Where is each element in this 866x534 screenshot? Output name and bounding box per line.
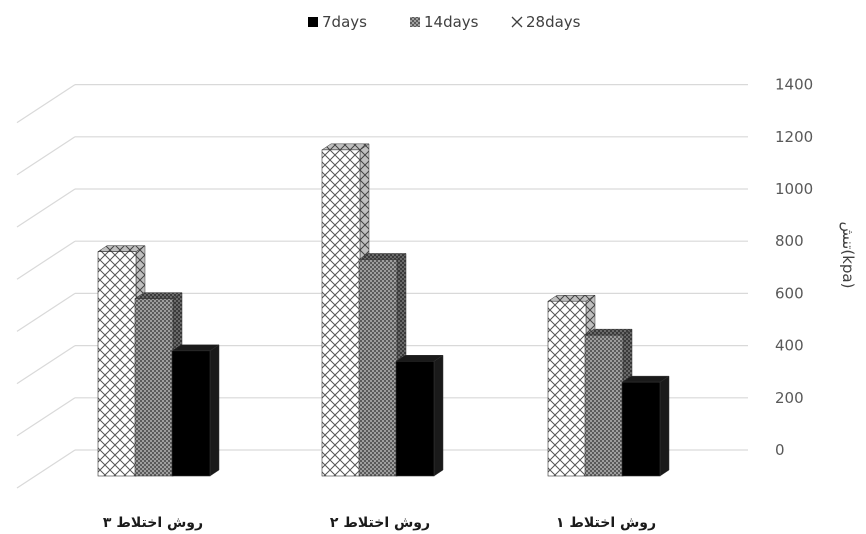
legend-item-14days: 14days — [410, 13, 479, 31]
gridline-depth — [16, 397, 76, 437]
bar-side — [659, 375, 670, 477]
bar-front — [171, 350, 211, 477]
bar-front — [547, 300, 587, 477]
bar-front — [358, 259, 398, 477]
bar-front — [321, 149, 361, 477]
legend-label-28days: 28days — [526, 13, 581, 31]
category-label: روش اختلاط ۲ — [330, 515, 430, 531]
bar-front — [134, 298, 174, 477]
gridline-depth — [16, 84, 76, 124]
y-tick-label: 600 — [775, 284, 804, 302]
gridline-depth — [16, 136, 76, 176]
legend-item-7days: 7days — [308, 13, 367, 31]
y-axis-ticks: 0 200 400 600 800 1000 1200 1400 — [775, 76, 813, 459]
y-tick-label: 1400 — [775, 76, 813, 94]
category-label: روش اختلاط ۳ — [103, 515, 203, 531]
y-tick-label: 400 — [775, 337, 804, 355]
x-axis-categories: روش اختلاط ۳ روش اختلاط ۲ روش اختلاط ۱ — [103, 515, 656, 531]
y-tick-label: 200 — [775, 389, 804, 407]
y-tick-label: 1200 — [775, 128, 813, 146]
bar-front — [97, 251, 137, 477]
y-tick-label: 1000 — [775, 180, 813, 198]
bar-7days — [621, 375, 670, 477]
y-tick-label: 0 — [775, 441, 785, 459]
bar-side — [433, 354, 444, 477]
bar-front — [621, 381, 661, 477]
legend: 7days 14days 28days — [308, 13, 581, 31]
y-tick-label: 800 — [775, 232, 804, 250]
bars — [97, 143, 670, 477]
bar-7days — [171, 344, 220, 477]
gridline-depth — [16, 240, 76, 280]
gridline-depth — [16, 449, 76, 489]
legend-item-28days: 28days — [511, 13, 581, 31]
gridline-depth — [16, 188, 76, 228]
bar-7days — [395, 354, 444, 477]
gridline-depth — [16, 292, 76, 332]
legend-label-14days: 14days — [424, 13, 479, 31]
y-axis-label: تنش(kpa) — [839, 222, 857, 289]
category-label: روش اختلاط ۱ — [556, 515, 656, 531]
legend-swatch-7days — [308, 17, 318, 27]
bar-side — [209, 344, 220, 477]
legend-swatch-28days — [511, 16, 523, 28]
bar-front — [584, 334, 624, 477]
legend-label-7days: 7days — [322, 13, 367, 31]
legend-swatch-14days — [410, 17, 420, 27]
bar-front — [395, 360, 435, 477]
gridline-depth — [16, 345, 76, 385]
